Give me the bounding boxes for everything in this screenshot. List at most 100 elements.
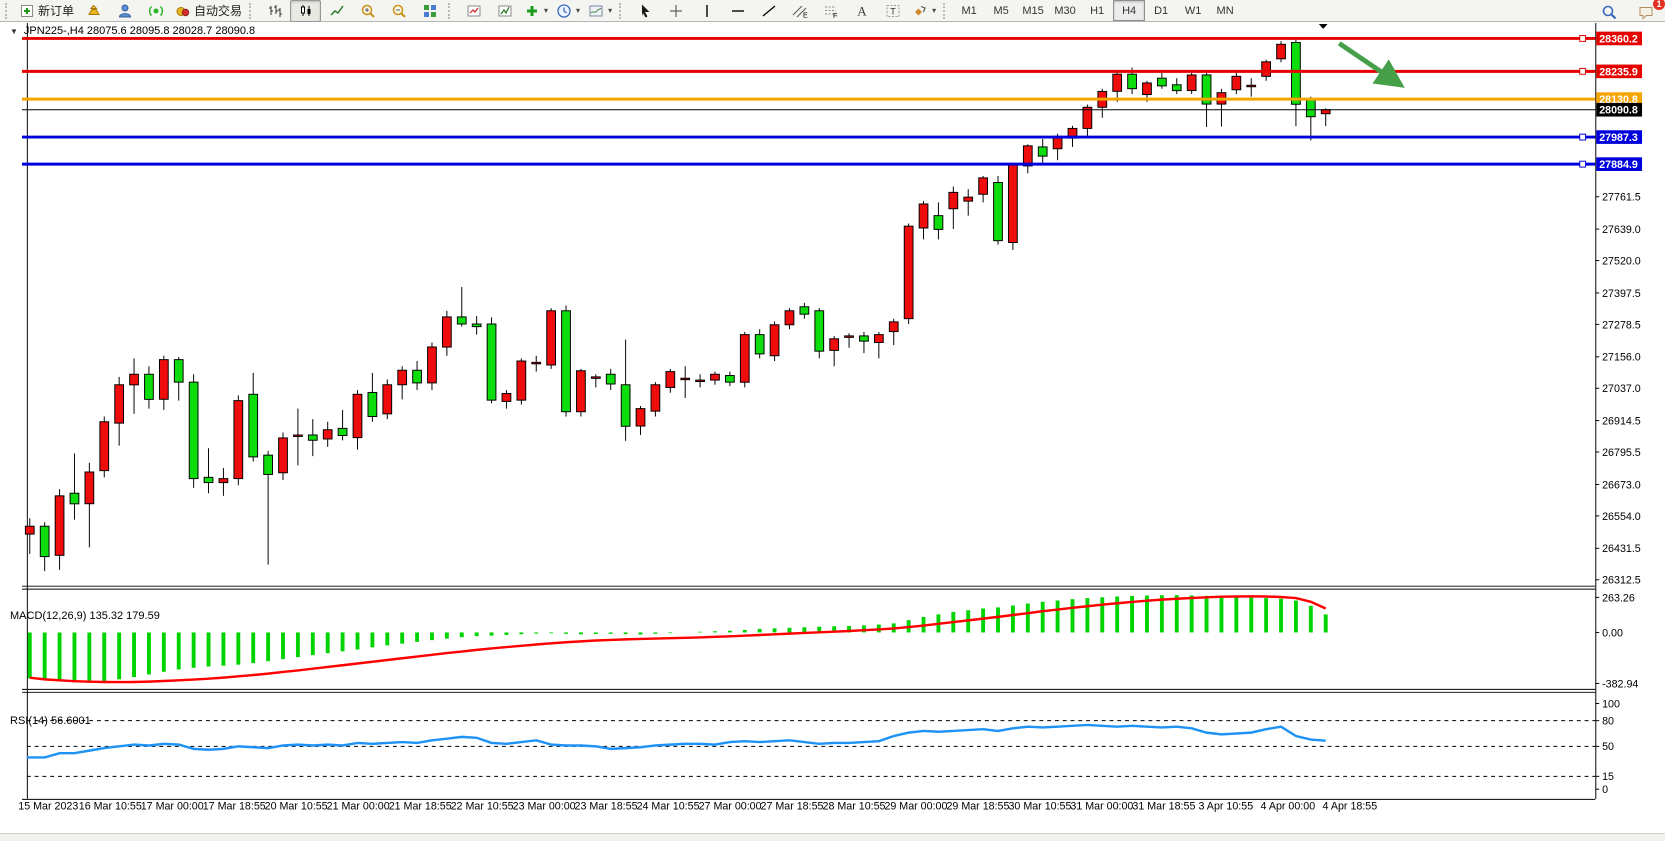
candle	[933, 215, 944, 230]
candle	[1022, 145, 1033, 167]
candle	[784, 310, 795, 326]
dropdown-arrow-icon[interactable]: ▾	[544, 6, 549, 15]
macd-pane[interactable]: 263.26 0.00 -382.94	[27, 592, 1639, 690]
symbol-dropdown-icon[interactable]: ▼	[10, 26, 18, 36]
dropdown-arrow-icon[interactable]: ▾	[576, 6, 581, 15]
svg-text:F: F	[833, 13, 837, 19]
svg-text:28360.2: 28360.2	[1599, 33, 1638, 45]
notifications-icon	[1639, 7, 1652, 20]
autotrading-button[interactable]: 自动交易	[171, 0, 246, 22]
arrows-tool-button[interactable]: ▾	[908, 0, 940, 22]
signal-button[interactable]	[140, 0, 171, 22]
timeframe-mn-button[interactable]: MN	[1216, 4, 1234, 17]
timeframe-h4-button[interactable]: H4	[1113, 0, 1146, 21]
horizontal-line-tool-button[interactable]	[722, 0, 753, 22]
svg-text:31 Mar 18:55: 31 Mar 18:55	[1132, 801, 1195, 813]
candle	[1320, 109, 1331, 115]
profile-button[interactable]	[109, 0, 140, 22]
fibonacci-tool-button[interactable]: F	[815, 0, 846, 22]
candle	[576, 370, 586, 413]
cursor-tool-button[interactable]	[629, 0, 660, 22]
dropdown-arrow-icon[interactable]: ▾	[932, 6, 937, 15]
candle	[903, 225, 914, 320]
macd-indicator-label: MACD(12,26,9) 135.32 179.59	[10, 610, 160, 622]
candle	[844, 335, 854, 338]
svg-text:T: T	[890, 6, 896, 16]
new-order-button-label: 新订单	[38, 4, 75, 18]
toolbar-grip[interactable]	[448, 2, 455, 19]
candle	[1112, 73, 1123, 92]
candle	[516, 360, 527, 401]
candle	[263, 454, 273, 475]
toolbar-grip[interactable]	[943, 2, 950, 19]
trendline-tool-button[interactable]	[753, 0, 784, 22]
text-icon: A	[857, 3, 867, 18]
candlestick-chart-button[interactable]	[290, 0, 322, 22]
notifications-button[interactable]: 1	[1630, 0, 1665, 23]
candle	[114, 384, 125, 424]
price-axis[interactable]: 27761.5 27639.0 27520.0 27397.5 27278.5 27156…	[1595, 192, 1641, 587]
template-icon	[589, 5, 603, 16]
zoom-in-button[interactable]	[352, 0, 383, 22]
timeframe-d1-button[interactable]: D1	[1154, 4, 1169, 17]
timeframe-m5-button[interactable]: M5	[993, 4, 1009, 17]
candle	[486, 323, 497, 401]
rsi-pane[interactable]: 100 80 50 150	[26, 698, 1620, 796]
line-chart-button[interactable]	[321, 0, 352, 22]
candle	[963, 196, 974, 202]
gold-button[interactable]	[78, 0, 109, 22]
svg-text:100: 100	[1602, 698, 1620, 710]
indicator-window-button[interactable]	[458, 0, 489, 22]
add-indicator-button[interactable]: ▾	[520, 0, 552, 22]
timeframe-h1-button[interactable]: H1	[1090, 4, 1105, 17]
candle	[1276, 43, 1286, 60]
svg-text:17 Mar 00:00: 17 Mar 00:00	[141, 801, 204, 813]
candle	[635, 408, 646, 427]
timeframe-m1-button[interactable]: M1	[961, 4, 977, 17]
templates-button[interactable]: ▾	[584, 0, 616, 22]
candle	[144, 373, 154, 400]
svg-text:30 Mar 10:55: 30 Mar 10:55	[1008, 801, 1071, 813]
indicator-window-icon	[467, 5, 481, 16]
zoom-out-button[interactable]	[383, 0, 414, 22]
tile-windows-button[interactable]	[414, 0, 445, 22]
svg-text:0.00: 0.00	[1602, 627, 1623, 639]
svg-text:50: 50	[1602, 741, 1614, 753]
candle	[873, 334, 884, 343]
price-chart[interactable]: 27761.5 27639.0 27520.0 27397.5 27278.5 27156…	[0, 22, 1665, 833]
dropdown-arrow-icon[interactable]: ▾	[608, 6, 613, 15]
candle	[188, 381, 199, 480]
vertical-line-tool-button[interactable]	[691, 0, 722, 22]
toolbar-grip[interactable]	[249, 2, 256, 19]
text-tool-button[interactable]: A	[846, 0, 877, 22]
timeframe-m30-button[interactable]: M30	[1054, 4, 1076, 17]
add-indicator-icon	[527, 5, 538, 16]
candle	[695, 379, 705, 383]
timeframe-w1-button[interactable]: W1	[1184, 4, 1202, 17]
candle	[158, 359, 169, 400]
channel-tool-button[interactable]: E	[784, 0, 815, 22]
candle	[650, 384, 661, 412]
profile-icon	[118, 4, 131, 17]
candle	[665, 371, 676, 388]
candle	[546, 310, 557, 366]
horizontal-level-lines[interactable]	[21, 35, 1596, 168]
svg-text:15: 15	[1602, 771, 1614, 783]
text-label-tool-button[interactable]: T	[877, 0, 908, 22]
candle	[84, 471, 95, 505]
svg-text:28090.8: 28090.8	[1599, 105, 1638, 117]
candle	[39, 525, 50, 558]
toolbar-grip[interactable]	[5, 2, 12, 19]
indicator-list-button[interactable]	[489, 0, 520, 22]
candle	[1156, 77, 1167, 87]
timeframe-m15-button[interactable]: M15	[1022, 4, 1044, 17]
candle	[799, 306, 810, 315]
toolbar-grip[interactable]	[619, 2, 626, 19]
bar-chart-button[interactable]	[259, 0, 290, 22]
crosshair-tool-button[interactable]	[660, 0, 691, 22]
periods-button[interactable]: ▾	[552, 0, 584, 22]
search-button[interactable]	[1593, 1, 1624, 23]
new-order-button[interactable]: 新订单	[15, 0, 78, 22]
annotation-arrow[interactable]	[1337, 41, 1405, 88]
